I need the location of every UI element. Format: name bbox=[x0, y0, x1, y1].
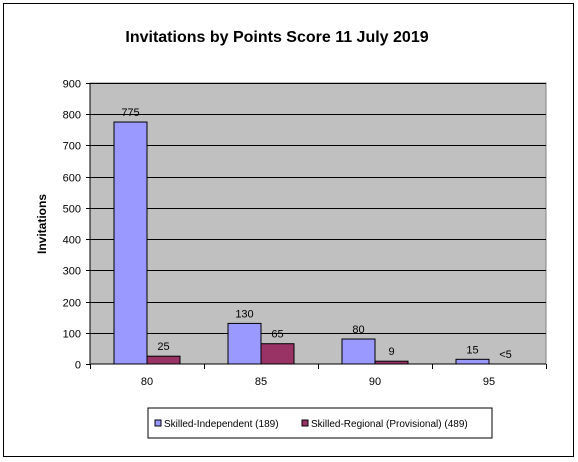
x-tick-label: 85 bbox=[255, 376, 267, 388]
y-tick-label: 100 bbox=[63, 329, 81, 341]
data-label: 65 bbox=[271, 329, 283, 341]
data-label: 775 bbox=[121, 107, 139, 119]
data-label: 130 bbox=[235, 308, 253, 320]
y-tick-label: 0 bbox=[75, 360, 81, 372]
bar-series-1 bbox=[341, 338, 376, 365]
plot-area bbox=[89, 82, 547, 365]
x-tick-label: 95 bbox=[483, 376, 495, 388]
data-label: 25 bbox=[157, 341, 169, 353]
legend-label-series-2: Skilled-Regional (Provisional) (489) bbox=[311, 419, 468, 430]
gridlines bbox=[86, 83, 547, 369]
x-tick-label: 90 bbox=[369, 376, 381, 388]
bar-series-2 bbox=[260, 343, 295, 365]
y-tick-label: 800 bbox=[63, 110, 81, 122]
y-tick-label: 400 bbox=[63, 235, 81, 247]
y-tick-label: 600 bbox=[63, 173, 81, 185]
legend-swatch-series-1 bbox=[154, 419, 162, 427]
legend-swatch-series-2 bbox=[301, 419, 309, 427]
legend-box bbox=[147, 407, 493, 439]
y-axis-label: Invitations bbox=[35, 194, 49, 254]
bar-series-1 bbox=[227, 322, 262, 365]
y-tick-label: 200 bbox=[63, 298, 81, 310]
y-tick-label: 500 bbox=[63, 204, 81, 216]
bar-series-1 bbox=[455, 358, 490, 365]
chart-title: Invitations by Points Score 11 July 2019 bbox=[125, 29, 428, 46]
data-label: 15 bbox=[466, 344, 478, 356]
legend: Skilled-Independent (189) Skilled-Region… bbox=[147, 407, 493, 439]
x-tick-label: 80 bbox=[141, 376, 153, 388]
y-tick-label: 300 bbox=[63, 266, 81, 278]
y-tick-labels: 0 100 200 300 400 500 600 700 800 900 bbox=[63, 79, 81, 372]
bar-series-2 bbox=[146, 355, 181, 365]
data-label: <5 bbox=[499, 349, 512, 361]
legend-label-series-1: Skilled-Independent (189) bbox=[164, 419, 279, 430]
y-tick-label: 900 bbox=[63, 79, 81, 91]
data-label: 9 bbox=[388, 346, 394, 358]
x-tick-labels: 80 85 90 95 bbox=[141, 376, 495, 388]
value-labels: 775 25 130 65 80 9 15 <5 bbox=[121, 107, 511, 361]
bars bbox=[113, 121, 490, 365]
y-tick-label: 700 bbox=[63, 141, 81, 153]
bar-series-1 bbox=[113, 121, 148, 365]
data-label: 80 bbox=[352, 324, 364, 336]
